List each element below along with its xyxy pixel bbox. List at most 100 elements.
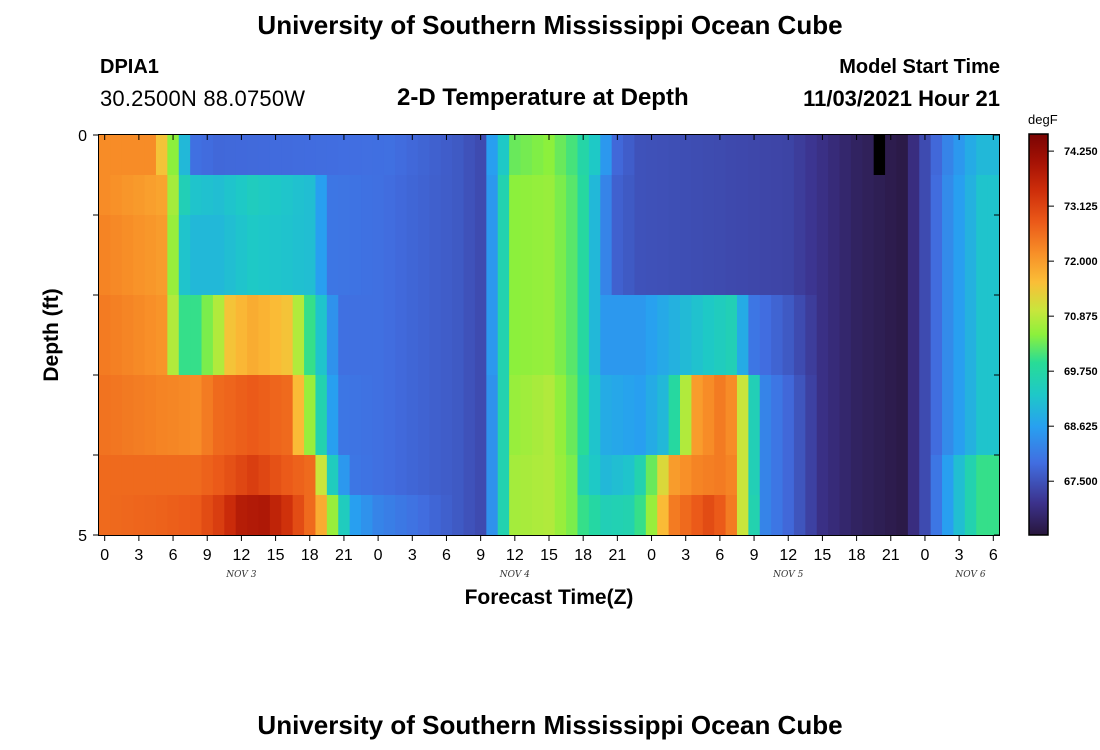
heat-cell	[520, 295, 533, 376]
heat-cell	[805, 455, 818, 496]
heat-cell	[509, 455, 522, 496]
heat-cell	[269, 175, 282, 216]
heat-cell	[144, 135, 157, 176]
x-tick-label: 15	[267, 547, 285, 564]
heat-cell	[725, 215, 738, 296]
heat-cell	[702, 375, 715, 456]
heat-cell	[474, 455, 487, 496]
heat-cell	[657, 495, 670, 536]
heat-cell	[281, 175, 294, 216]
heat-cell	[201, 175, 214, 216]
heat-cell	[417, 175, 430, 216]
heat-cell	[224, 375, 237, 456]
heat-cell	[383, 175, 396, 216]
heat-cell	[839, 175, 852, 216]
heat-cell	[725, 135, 738, 176]
heat-cell	[862, 135, 875, 176]
heat-cell	[748, 495, 761, 536]
heat-cell	[520, 375, 533, 456]
heat-cell	[429, 215, 442, 296]
heat-cell	[805, 295, 818, 376]
heat-cell	[383, 295, 396, 376]
heat-cell	[531, 175, 544, 216]
heat-cell	[668, 215, 681, 296]
heat-cell	[885, 175, 898, 216]
heat-cell	[486, 375, 499, 456]
heat-cell	[417, 375, 430, 456]
heat-cell	[190, 375, 203, 456]
heat-cell	[395, 175, 408, 216]
heat-cell	[793, 215, 806, 296]
heat-cell	[144, 375, 157, 456]
heat-cell	[600, 455, 613, 496]
heat-cell	[304, 175, 317, 216]
heat-cell	[554, 215, 567, 296]
heat-cell	[338, 135, 351, 176]
heat-cell	[839, 215, 852, 296]
x-tick-label: 12	[233, 547, 251, 564]
heat-cell	[600, 375, 613, 456]
heat-cell	[748, 215, 761, 296]
heat-cell	[828, 455, 841, 496]
heat-cell	[839, 375, 852, 456]
heat-cell	[452, 135, 465, 176]
heat-cell	[110, 295, 123, 376]
heat-cell	[680, 495, 692, 536]
heat-cell	[247, 375, 260, 456]
chart-title: University of Southern Mississippi Ocean…	[257, 10, 843, 40]
heat-cell	[850, 215, 863, 296]
heat-cell	[600, 495, 613, 536]
heat-cell	[178, 215, 191, 296]
heat-cell	[964, 375, 977, 456]
heat-cell	[361, 135, 374, 176]
heat-cell	[668, 295, 681, 376]
heat-cell	[474, 495, 487, 536]
heat-cell	[304, 135, 317, 176]
heat-cell	[201, 495, 214, 536]
x-tick-label: 15	[540, 547, 558, 564]
heat-cell	[315, 495, 328, 536]
heat-cell	[611, 175, 624, 216]
heat-cell	[987, 455, 1000, 496]
heat-cell	[304, 295, 317, 376]
heat-cell	[326, 375, 339, 456]
day-label: NOV 5	[772, 570, 803, 580]
footer-title: University of Southern Mississippi Ocean…	[257, 710, 843, 740]
heat-cell	[680, 175, 692, 216]
heat-cell	[691, 215, 704, 296]
heat-cell	[440, 175, 453, 216]
heat-cell	[645, 375, 658, 456]
heat-cell	[577, 455, 590, 496]
heat-cell	[862, 455, 875, 496]
heat-cell	[452, 375, 465, 456]
x-tick-label: 21	[335, 547, 353, 564]
heat-cell	[281, 495, 294, 536]
heat-cell	[645, 175, 658, 216]
heat-cell	[383, 495, 396, 536]
heat-cell	[531, 215, 544, 296]
heat-cell	[167, 375, 180, 456]
heat-cell	[645, 495, 658, 536]
y-tick-label: 5	[78, 528, 87, 545]
heat-cell	[531, 295, 544, 376]
x-tick-label: 3	[408, 547, 417, 564]
heat-cell	[144, 215, 157, 296]
heat-cell	[212, 375, 225, 456]
heat-cell	[634, 215, 647, 296]
heat-cell	[600, 175, 613, 216]
heat-cell	[417, 215, 430, 296]
x-tick-label: 18	[848, 547, 866, 564]
heat-cell	[497, 455, 510, 496]
heat-cell	[224, 295, 237, 376]
heat-cell	[566, 495, 579, 536]
heat-cell	[942, 495, 955, 536]
heat-cell	[645, 455, 658, 496]
heat-cell	[395, 495, 408, 536]
heat-cell	[190, 215, 203, 296]
heat-cell	[417, 295, 430, 376]
heat-cell	[896, 495, 909, 536]
heat-cell	[805, 375, 818, 456]
heat-cell	[748, 175, 761, 216]
heat-cell	[782, 215, 795, 296]
heat-cell	[668, 495, 681, 536]
